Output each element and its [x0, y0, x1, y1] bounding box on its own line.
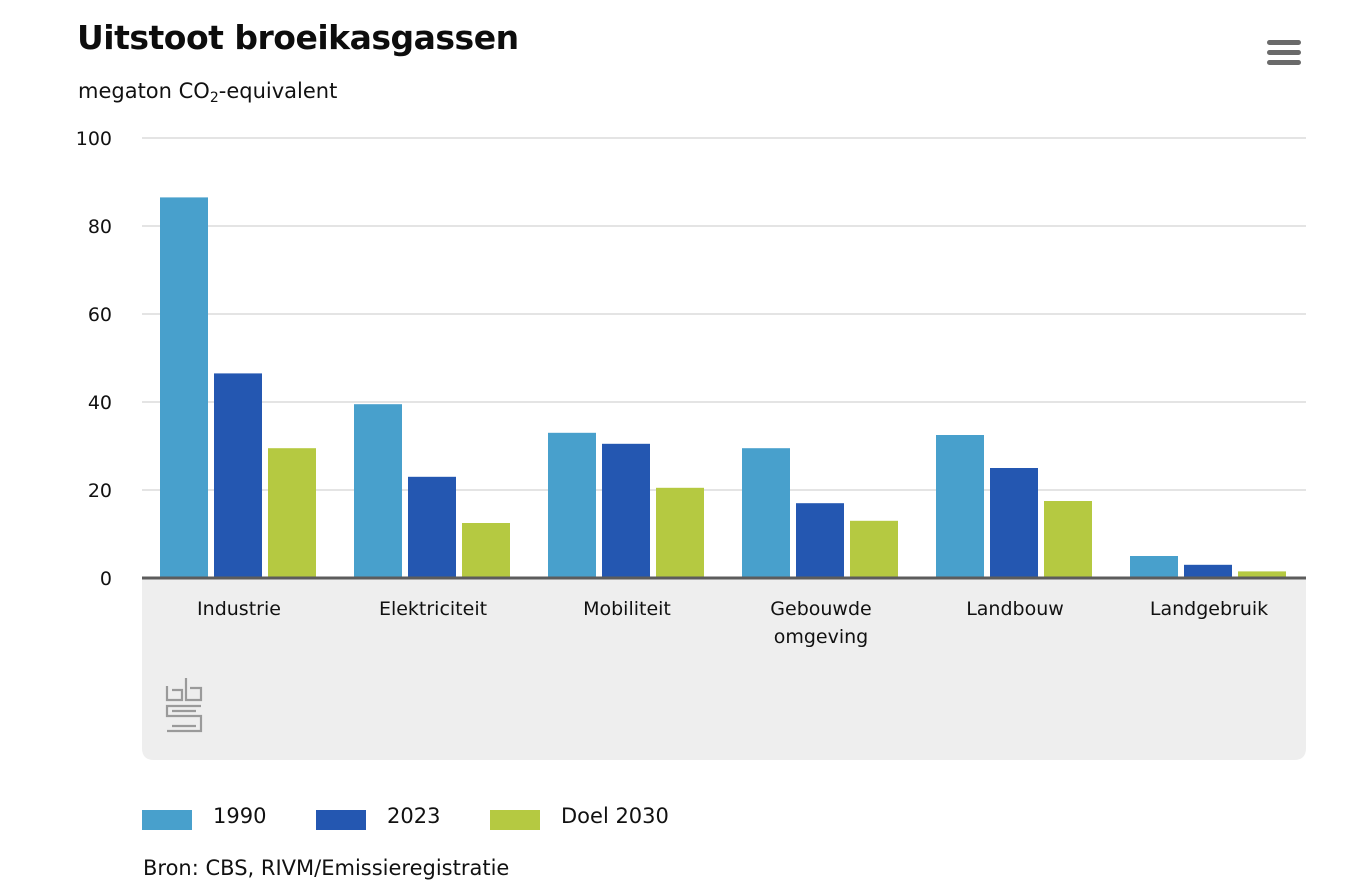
cbs-logo-icon [165, 678, 203, 733]
bar-doel-2030 [268, 448, 316, 578]
x-tick-label-line: Landbouw [966, 598, 1064, 620]
bar-1990 [936, 435, 984, 578]
legend-swatch [142, 810, 192, 830]
hamburger-menu-icon[interactable] [1262, 36, 1306, 70]
menu-line [1267, 60, 1301, 65]
bar-doel-2030 [1238, 571, 1286, 578]
x-tick-label: Elektriciteit [379, 598, 487, 620]
x-tick-label-line: Landgebruik [1150, 598, 1268, 620]
x-tick-label: Landbouw [966, 598, 1064, 620]
x-tick-label-line: omgeving [774, 626, 869, 648]
bar-2023 [408, 476, 456, 578]
bar-2023 [214, 373, 262, 578]
bar-doel-2030 [462, 523, 510, 578]
bar-doel-2030 [1044, 501, 1092, 578]
bar-doel-2030 [850, 520, 898, 578]
bar-doel-2030 [656, 487, 704, 578]
menu-line [1267, 40, 1301, 45]
x-tick-label-line: Mobiliteit [583, 598, 671, 620]
legend-swatch [316, 810, 366, 830]
y-tick-label: 80 [88, 216, 112, 238]
x-tick-label: Industrie [197, 598, 281, 620]
chart-title: Uitstoot broeikasgassen [77, 18, 519, 57]
legend-label: 1990 [213, 804, 267, 828]
menu-line [1267, 50, 1301, 55]
bar-1990 [354, 404, 402, 578]
subtitle-subscript: 2 [209, 90, 219, 106]
legend-swatch [490, 810, 540, 830]
x-tick-label-line: Elektriciteit [379, 598, 487, 620]
y-tick-label: 20 [88, 480, 112, 502]
bar-2023 [796, 503, 844, 578]
cbs-logo-stroke [165, 704, 203, 733]
bar-2023 [990, 468, 1038, 578]
y-tick-label: 40 [88, 392, 112, 414]
legend-label: Doel 2030 [561, 804, 669, 828]
x-tick-label: Landgebruik [1150, 598, 1268, 620]
bar-1990 [1130, 556, 1178, 578]
category-band [142, 578, 1306, 760]
x-tick-label: Mobiliteit [583, 598, 671, 620]
subtitle-suffix: -equivalent [218, 79, 338, 103]
bar-2023 [602, 443, 650, 578]
subtitle-unit: megaton CO [78, 79, 210, 103]
source-note: Bron: CBS, RIVM/Emissieregistratie [143, 856, 510, 880]
y-tick-label: 100 [76, 128, 112, 150]
bar-1990 [742, 448, 790, 578]
legend-label: 2023 [387, 804, 441, 828]
chart-subtitle: megaton CO2-equivalent [78, 79, 337, 106]
bar-chart: 0 20 40 60 80 100 Industrie Elektriciteit Mobili… [76, 128, 1306, 760]
bar-1990 [160, 197, 208, 578]
cbs-logo-stroke [184, 678, 203, 702]
x-tick-label-line: Industrie [197, 598, 281, 620]
x-tick-label-line: Gebouwde [770, 598, 871, 620]
cbs-logo-stroke [165, 686, 184, 702]
y-tick-label: 0 [100, 568, 112, 590]
y-tick-label: 60 [88, 304, 112, 326]
bar-1990 [548, 432, 596, 578]
bar-2023 [1184, 564, 1232, 578]
x-tick-label: Gebouwde omgeving [770, 598, 871, 648]
